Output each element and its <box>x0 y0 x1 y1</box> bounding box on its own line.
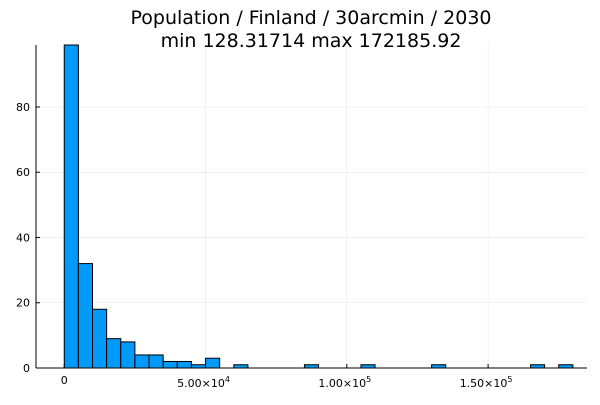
x-tick-mantissa: 1.00×10 <box>318 377 366 390</box>
grid-lines <box>36 45 587 369</box>
x-tick-label: 1.00×105 <box>318 375 371 390</box>
histogram-bar <box>134 354 150 369</box>
x-tick-exponent: 5 <box>366 375 371 384</box>
x-tick-mantissa: 5.00×10 <box>177 377 225 390</box>
axes <box>35 45 587 369</box>
histogram-bars <box>63 44 574 369</box>
x-tick-label: 1.50×105 <box>460 375 513 390</box>
histogram-bar <box>63 44 79 369</box>
y-tick-label: 60 <box>16 166 30 179</box>
y-tick-label: 40 <box>16 231 30 244</box>
histogram-bar <box>205 357 221 369</box>
x-tick-label: 5.00×104 <box>177 375 230 390</box>
x-tick-mantissa: 1.50×10 <box>460 377 508 390</box>
y-tick-label: 20 <box>16 297 30 310</box>
x-tick-exponent: 5 <box>507 375 512 384</box>
x-tick-label: 0 <box>61 374 68 387</box>
histogram-bar <box>162 360 178 369</box>
histogram-bar <box>176 360 192 369</box>
y-tick-label: 0 <box>23 362 30 375</box>
x-tick-exponent: 4 <box>225 375 230 384</box>
chart-subtitle: min 128.31714 max 172185.92 <box>161 30 462 52</box>
histogram-bar <box>120 341 136 369</box>
histogram-bar <box>92 308 108 369</box>
y-tick-label: 80 <box>16 101 30 114</box>
chart-title: Population / Finland / 30arcmin / 2030 <box>131 7 492 29</box>
histogram-bar <box>106 338 122 369</box>
histogram-bar <box>77 263 94 369</box>
histogram-bar <box>148 354 164 369</box>
